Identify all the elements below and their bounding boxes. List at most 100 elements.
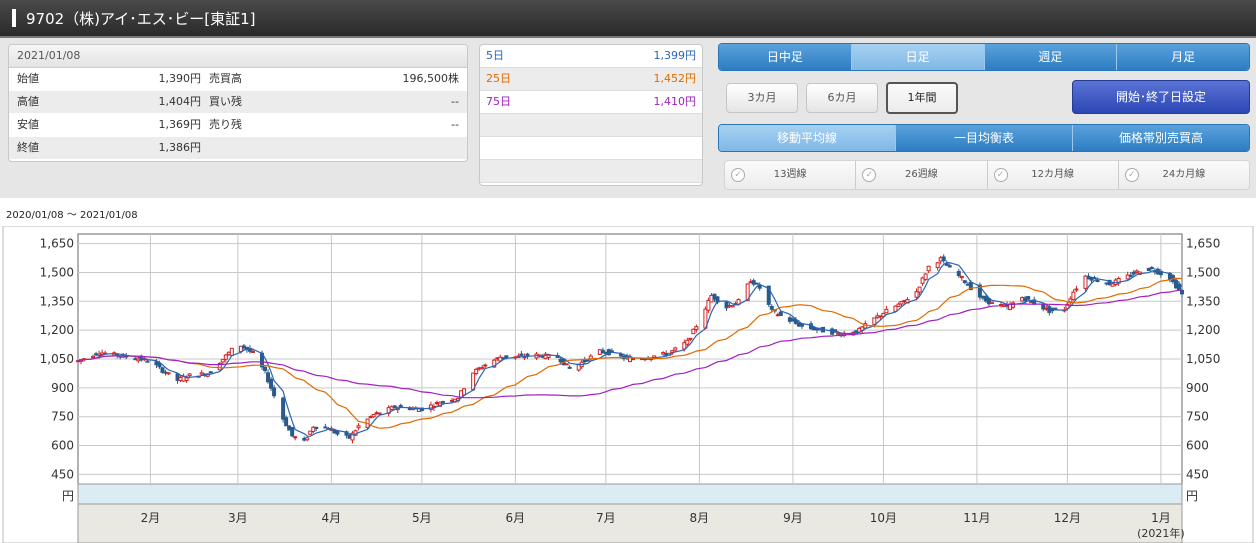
price-value: 1,390円 bbox=[158, 72, 202, 85]
candle-body bbox=[914, 291, 919, 298]
candle-body bbox=[600, 349, 605, 354]
ma-checkbox[interactable]: ✓ 13週線 bbox=[725, 161, 857, 189]
y-tick-label-right: 1,500 bbox=[1186, 265, 1220, 279]
y-tick-label-left: 900 bbox=[51, 381, 74, 395]
candle-body bbox=[1146, 267, 1151, 272]
x-tick-label: 1月 bbox=[1151, 511, 1171, 525]
candle-body bbox=[673, 347, 678, 351]
candle-body bbox=[392, 405, 397, 409]
candle-body bbox=[474, 368, 479, 375]
range-button[interactable]: 1年間 bbox=[886, 82, 958, 114]
candle-body bbox=[492, 359, 497, 368]
x-year-label: (2021年) bbox=[1137, 526, 1185, 540]
range-button[interactable]: 3カ月 bbox=[726, 83, 798, 113]
check-icon: ✓ bbox=[993, 168, 1008, 182]
candle-body bbox=[682, 342, 687, 350]
price-value: 1,369円 bbox=[158, 118, 202, 131]
candle-body bbox=[947, 265, 952, 268]
candle-body bbox=[184, 377, 189, 381]
candle-body bbox=[899, 301, 904, 305]
ma-line-25 bbox=[77, 277, 1183, 429]
tab-indicator[interactable]: 移動平均線 bbox=[719, 125, 896, 151]
candle-body bbox=[872, 317, 877, 325]
ma-box: 5日 1,399円 25日 1,452円 75日 1,410円 bbox=[479, 44, 703, 186]
candle-body bbox=[956, 270, 961, 277]
indicator-tabs: 移動平均線 一目均衡表 価格帯別売買高 bbox=[718, 124, 1250, 152]
ma-row bbox=[480, 160, 702, 183]
volume-value: -- bbox=[451, 118, 459, 131]
candle-body bbox=[377, 412, 382, 415]
volume-value: -- bbox=[451, 95, 459, 108]
candle-body bbox=[1149, 267, 1154, 270]
candle-body bbox=[730, 305, 735, 308]
candle-body bbox=[1095, 280, 1100, 283]
candle-body bbox=[1110, 283, 1115, 287]
candle-body bbox=[694, 326, 699, 330]
candle-body bbox=[160, 367, 165, 373]
y-unit-right: 円 bbox=[1186, 489, 1198, 503]
candle-body bbox=[1116, 277, 1121, 284]
ma-line-75 bbox=[77, 289, 1183, 399]
price-row: 終値 1,386円 bbox=[9, 137, 467, 159]
volume-label: 売買高 bbox=[209, 72, 242, 85]
price-label: 安値 bbox=[17, 118, 39, 131]
y-tick-label-left: 750 bbox=[51, 410, 74, 424]
tab-indicator[interactable]: 価格帯別売買高 bbox=[1073, 125, 1249, 151]
candle-body bbox=[754, 282, 759, 285]
candle-body bbox=[263, 366, 268, 372]
candle-body bbox=[977, 284, 982, 298]
candle-body bbox=[519, 353, 524, 356]
candle-body bbox=[1131, 271, 1136, 275]
ma-row: 5日 1,399円 bbox=[480, 45, 702, 68]
candle-body bbox=[778, 311, 783, 316]
x-axis-strip bbox=[77, 503, 1183, 543]
ma-checkbox-label: 26週線 bbox=[905, 169, 938, 180]
y-tick-label-left: 1,350 bbox=[40, 294, 74, 308]
candle-body bbox=[884, 308, 889, 314]
price-chart: 1,650 1,650 1,500 1,500 1,350 1,350 1,200 1,200… bbox=[2, 226, 1254, 543]
tab-period[interactable]: 日中足 bbox=[719, 44, 852, 70]
volume-value: 196,500株 bbox=[402, 72, 460, 85]
period-tabs: 日中足 日足 週足 月足 bbox=[718, 43, 1250, 71]
set-date-range-button[interactable]: 開始･終了日設定 bbox=[1072, 80, 1250, 114]
ma-label: 25日 bbox=[486, 72, 511, 85]
ma-checkbox-label: 24カ月線 bbox=[1162, 169, 1206, 180]
check-icon: ✓ bbox=[1124, 168, 1139, 182]
candle-body bbox=[187, 373, 192, 377]
x-tick-label: 3月 bbox=[228, 511, 248, 525]
candle-body bbox=[962, 280, 967, 284]
ma-checkbox[interactable]: ✓ 24カ月線 bbox=[1119, 161, 1249, 189]
y-tick-label-right: 900 bbox=[1186, 381, 1209, 395]
y-tick-label-right: 1,350 bbox=[1186, 294, 1220, 308]
ma-checkbox[interactable]: ✓ 12カ月線 bbox=[988, 161, 1119, 189]
candle-body bbox=[917, 286, 922, 293]
price-value: 1,386円 bbox=[158, 141, 202, 154]
candle-body bbox=[266, 372, 271, 383]
candle-body bbox=[480, 367, 485, 370]
candle-body bbox=[1083, 275, 1088, 289]
candle-body bbox=[217, 362, 222, 371]
y-unit-left: 円 bbox=[62, 489, 74, 503]
ma-checkbox-label: 12カ月線 bbox=[1031, 169, 1074, 180]
tab-period[interactable]: 日足 bbox=[851, 44, 985, 70]
y-tick-label-left: 1,050 bbox=[40, 352, 74, 366]
candle-body bbox=[314, 426, 319, 430]
range-button[interactable]: 6カ月 bbox=[806, 83, 878, 113]
y-tick-label-left: 1,500 bbox=[40, 265, 74, 279]
y-tick-label-right: 450 bbox=[1186, 467, 1209, 481]
tab-indicator[interactable]: 一目均衡表 bbox=[896, 125, 1073, 151]
tab-period[interactable]: 月足 bbox=[1117, 44, 1249, 70]
candle-body bbox=[220, 358, 225, 363]
candle-body bbox=[941, 256, 946, 262]
candle-body bbox=[504, 355, 509, 359]
ma-checkbox[interactable]: ✓ 26週線 bbox=[856, 161, 988, 189]
candle-body bbox=[745, 283, 750, 301]
tab-period[interactable]: 週足 bbox=[984, 44, 1118, 70]
candle-body bbox=[323, 426, 328, 429]
y-tick-label-right: 1,050 bbox=[1186, 352, 1220, 366]
stock-title: 9702（株)アイ･エス･ビー[東証1] bbox=[26, 10, 256, 28]
candle-body bbox=[305, 437, 310, 441]
price-label: 始値 bbox=[17, 72, 39, 85]
candle-body bbox=[1128, 274, 1133, 277]
x-tick-label: 8月 bbox=[690, 511, 710, 525]
